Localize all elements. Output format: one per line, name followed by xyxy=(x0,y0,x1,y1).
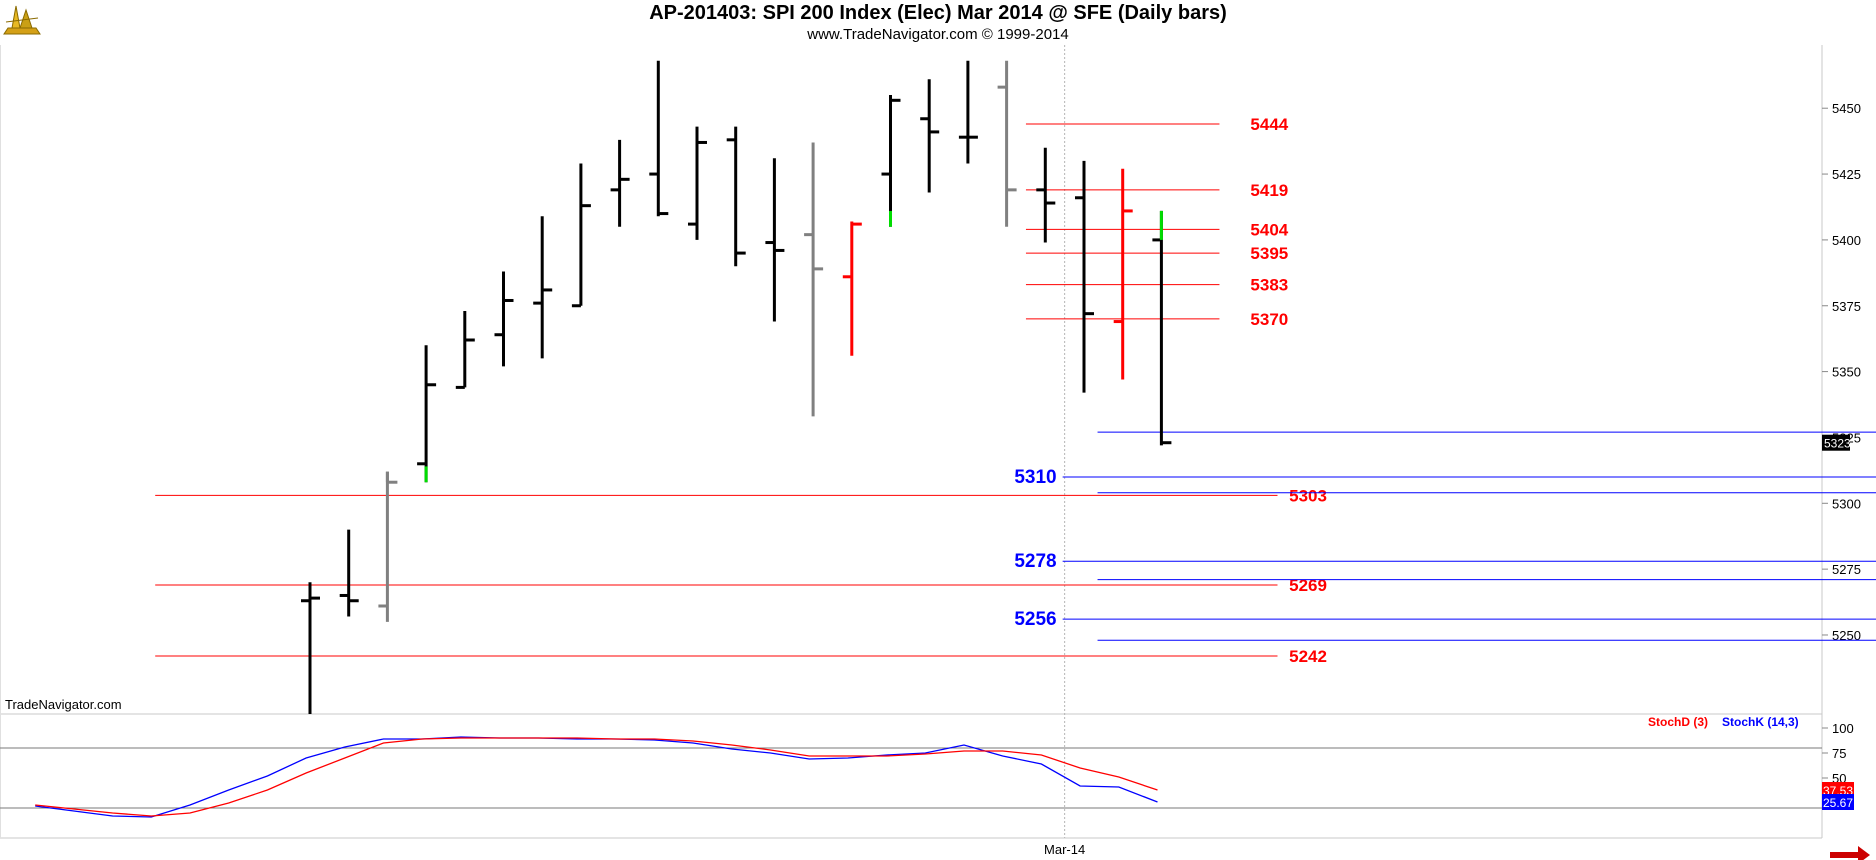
resistance-label: 5269 xyxy=(1289,576,1327,595)
resistance-label: 5242 xyxy=(1289,647,1327,666)
y-tick-label: 5300 xyxy=(1832,496,1861,511)
y-tick-label: 5350 xyxy=(1832,365,1861,380)
support-label: 5310 xyxy=(1014,467,1056,488)
y-tick-label: 5375 xyxy=(1832,299,1861,314)
stochastic-y-tick-label: 75 xyxy=(1832,746,1846,761)
support-label: 5256 xyxy=(1014,609,1056,630)
stoch-d-legend-label: StochD (3) xyxy=(1648,715,1708,729)
resistance-label: 5303 xyxy=(1289,486,1327,505)
stochastic-series-line xyxy=(35,736,1158,818)
resistance-label: 5444 xyxy=(1250,115,1288,134)
logo-part xyxy=(11,5,21,29)
logo-part xyxy=(5,17,39,23)
resistance-label: 5370 xyxy=(1250,310,1288,329)
stochastic-y-tick-label: 100 xyxy=(1832,721,1854,736)
resistance-label: 5404 xyxy=(1250,220,1288,239)
trade-navigator-logo-icon xyxy=(3,5,41,35)
x-tick-label: Mar-14 xyxy=(1044,842,1085,857)
resistance-label: 5383 xyxy=(1250,276,1288,295)
stoch-k-last-label: 25.67 xyxy=(1823,796,1853,810)
last-price-label: 5323 xyxy=(1824,437,1851,451)
watermark-label: TradeNavigator.com xyxy=(5,697,122,712)
scroll-right-arrow-icon xyxy=(1830,846,1870,860)
y-tick-label: 5400 xyxy=(1832,233,1861,248)
chart-title: AP-201403: SPI 200 Index (Elec) Mar 2014… xyxy=(649,2,1227,24)
stoch-k-legend-label: StochK (14,3) xyxy=(1722,715,1799,729)
stoch-k-last-tag xyxy=(1822,794,1854,810)
stochastic-series-line xyxy=(35,737,1158,817)
support-label: 5278 xyxy=(1014,551,1056,572)
resistance-label: 5395 xyxy=(1250,244,1288,263)
last-price-tag xyxy=(1822,434,1850,451)
y-tick-label: 5425 xyxy=(1832,167,1861,182)
logo-part xyxy=(3,27,41,35)
resistance-label: 5419 xyxy=(1250,181,1288,200)
y-tick-label: 5250 xyxy=(1832,628,1861,643)
y-tick-label: 5450 xyxy=(1832,101,1861,116)
y-tick-label: 5275 xyxy=(1832,562,1861,577)
chart-subtitle: www.TradeNavigator.com © 1999-2014 xyxy=(807,26,1069,43)
